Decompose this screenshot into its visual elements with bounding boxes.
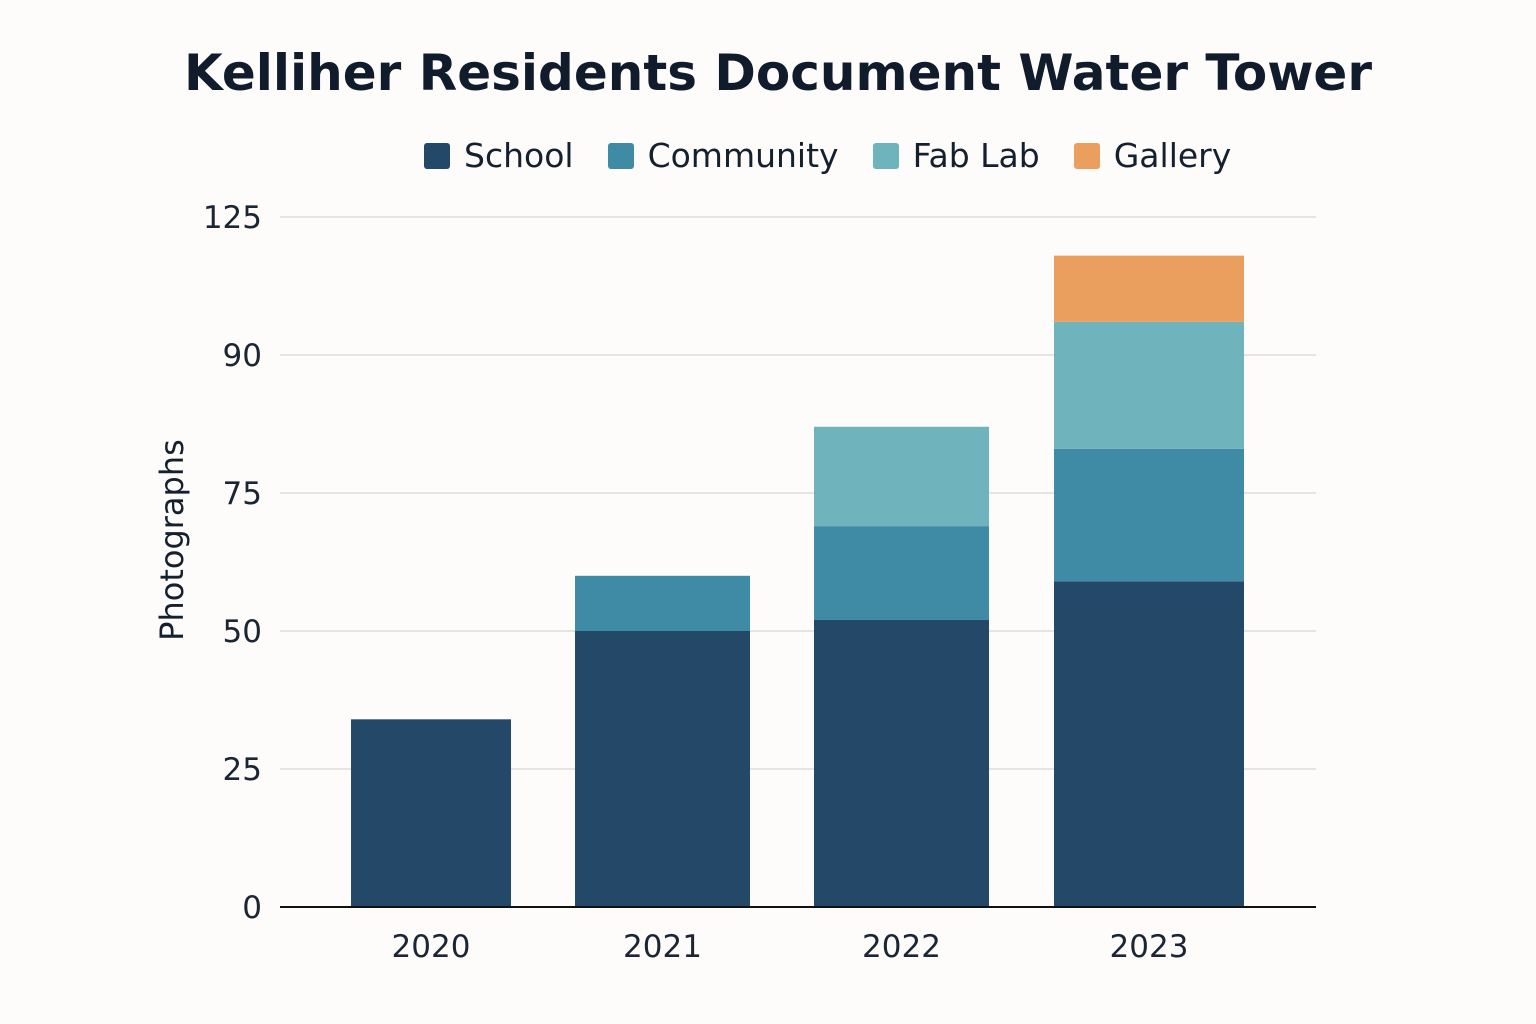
y-tick-label: 50 <box>223 614 262 650</box>
x-tick-label: 2020 <box>392 929 471 965</box>
chart-title: Kelliher Residents Document Water Tower <box>183 44 1372 102</box>
y-tick-label: 90 <box>223 338 262 374</box>
bar-school-2020 <box>351 719 511 907</box>
legend-swatch <box>607 142 634 169</box>
bar-community-2021 <box>575 575 750 631</box>
legend-item-community: Community <box>607 136 839 175</box>
legend-label: Gallery <box>1113 136 1232 175</box>
x-tick-label: 2023 <box>1110 929 1189 965</box>
bar-school-2022 <box>814 619 989 907</box>
bar-fab-lab-2022 <box>814 426 989 527</box>
bar-community-2023 <box>1054 448 1244 582</box>
legend-item-gallery: Gallery <box>1073 136 1232 175</box>
bar-school-2021 <box>575 631 750 907</box>
legend-label: Fab Lab <box>912 136 1040 175</box>
bar-school-2023 <box>1054 581 1244 907</box>
legend-item-fab-lab: Fab Lab <box>872 136 1040 175</box>
y-tick-label: 75 <box>223 476 262 512</box>
bar-gallery-2023 <box>1054 255 1244 322</box>
bar-fab-lab-2023 <box>1054 321 1244 449</box>
legend-label: Community <box>647 136 839 175</box>
y-axis-label: Photographs <box>153 439 191 641</box>
y-tick-label: 0 <box>242 890 262 926</box>
y-tick-label: 25 <box>223 752 262 788</box>
legend-swatch <box>1073 142 1100 169</box>
y-tick-label: 125 <box>203 200 262 236</box>
legend-swatch <box>872 142 899 169</box>
legend-swatch <box>424 142 450 169</box>
legend-item-school: School <box>424 136 574 175</box>
bar-community-2022 <box>814 526 989 620</box>
legend: School Community Fab Lab Gallery <box>424 136 1231 175</box>
legend-label: School <box>464 136 574 175</box>
x-tick-label: 2021 <box>623 929 702 965</box>
x-tick-label: 2022 <box>862 929 941 965</box>
